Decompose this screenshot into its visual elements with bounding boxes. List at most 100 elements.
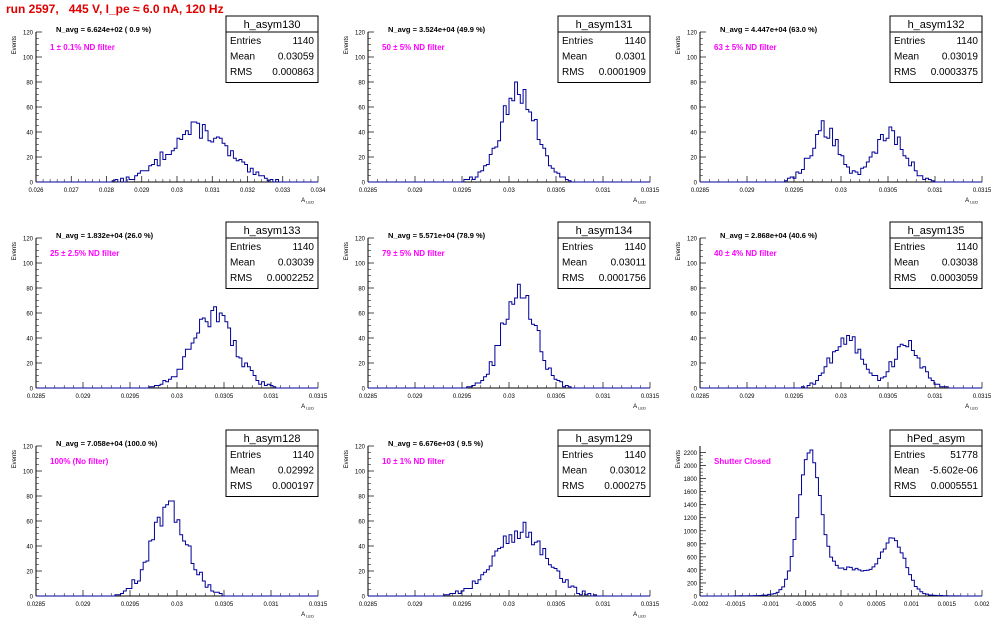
- y-tick-label: 80: [26, 81, 33, 87]
- stats-label: Entries: [894, 242, 925, 253]
- histogram-line: [700, 449, 982, 597]
- filter-label: Shutter Closed: [714, 457, 771, 466]
- x-tick-label: 0.03: [503, 394, 515, 400]
- x-tick-label: 0.001: [904, 602, 920, 608]
- histogram-panel-h_asym135: 0 20 40 60 80 100 120 0.0285 0.029 0.0295 0.03 0.03…: [676, 221, 992, 411]
- x-tick-label: 0.0315: [973, 188, 992, 194]
- y-tick-label: 20: [690, 156, 697, 162]
- stats-label: Entries: [230, 242, 261, 253]
- navg-label: N_avg = 3.524e+04 (49.9 %): [388, 25, 486, 34]
- stats-value: 51778: [950, 450, 978, 461]
- x-tick-label: 0.0295: [121, 602, 140, 608]
- x-tick-label: 0.0315: [309, 602, 328, 608]
- y-tick-label: 80: [358, 287, 365, 293]
- x-tick-label: 0.03: [171, 602, 183, 608]
- stats-value: 0.03038: [942, 258, 979, 269]
- x-tick-label: 0.0315: [641, 188, 660, 194]
- y-axis-label: Events: [12, 242, 18, 260]
- stats-value: 0.0003059: [931, 273, 979, 284]
- y-tick-label: 60: [690, 106, 697, 112]
- x-tick-label: 0.0295: [121, 394, 140, 400]
- x-tick-label: 0.029: [75, 602, 91, 608]
- stats-value: 0.0003375: [931, 67, 979, 78]
- y-tick-label: 0: [362, 595, 366, 601]
- x-tick-label: 0.0315: [641, 602, 660, 608]
- x-tick-label: -0.001: [762, 602, 780, 608]
- y-tick-label: 120: [23, 237, 34, 243]
- x-tick-label: 0.0305: [547, 394, 566, 400]
- y-tick-label: 1400: [684, 503, 698, 509]
- y-tick-label: 100: [23, 262, 34, 268]
- y-tick-label: 100: [687, 56, 698, 62]
- y-tick-label: 120: [355, 237, 366, 243]
- stats-box: [889, 31, 983, 83]
- x-tick-label: 0.0295: [453, 188, 472, 194]
- x-tick-label: 0.0305: [879, 188, 898, 194]
- y-tick-label: 800: [687, 542, 698, 548]
- y-axis-label: Events: [676, 450, 682, 468]
- stats-title: h_asym128: [244, 433, 301, 445]
- navg-label: N_avg = 6.676e+03 ( 9.5 %): [388, 439, 484, 448]
- stats-title: h_asym132: [908, 19, 965, 31]
- stats-value: 1140: [624, 450, 646, 461]
- y-tick-label: 600: [687, 555, 698, 561]
- filter-label: 25 ± 2.5% ND filter: [50, 249, 119, 258]
- stats-value: 1140: [292, 242, 314, 253]
- navg-label: N_avg = 7.058e+04 (100.0 %): [56, 439, 158, 448]
- x-axis-label: A LED: [633, 612, 646, 619]
- page-title: run 2597, 445 V, I_pe ≈ 6.0 nA, 120 Hz: [6, 2, 224, 16]
- y-tick-label: 20: [358, 156, 365, 162]
- y-tick-label: 400: [687, 568, 698, 574]
- y-tick-label: 60: [358, 106, 365, 112]
- stats-label: Mean: [230, 52, 255, 63]
- y-axis-label: Events: [12, 450, 18, 468]
- navg-label: N_avg = 6.624e+02 ( 0.9 %): [56, 25, 152, 34]
- stats-label: Mean: [562, 466, 587, 477]
- histogram-panel-h_asym131: 0 20 40 60 80 100 120 0.0285 0.029 0.0295 0.03 0.03…: [344, 15, 660, 205]
- x-tick-label: 0.0295: [785, 394, 804, 400]
- y-tick-label: 100: [23, 56, 34, 62]
- filter-label: 1 ± 0.1% ND filter: [50, 43, 115, 52]
- y-tick-label: 40: [358, 131, 365, 137]
- x-tick-label: 0.0295: [785, 188, 804, 194]
- x-tick-label: 0.0315: [973, 394, 992, 400]
- y-tick-label: 100: [355, 470, 366, 476]
- stats-title: h_asym130: [244, 19, 301, 31]
- x-axis-label: A LED: [301, 612, 314, 619]
- stats-title: hPed_asym: [907, 433, 965, 445]
- x-tick-label: 0.031: [927, 188, 943, 194]
- histogram-panel-h_asym128: 0 20 40 60 80 100 120 0.0285 0.029 0.0295 0.03 0.03…: [12, 429, 328, 619]
- y-tick-label: 60: [358, 312, 365, 318]
- y-tick-label: 40: [358, 337, 365, 343]
- y-tick-label: 40: [690, 337, 697, 343]
- y-axis-label: Events: [12, 36, 18, 54]
- histogram-line: [368, 521, 650, 597]
- x-tick-label: 0.0285: [359, 188, 378, 194]
- x-tick-label: 0.026: [28, 188, 44, 194]
- x-tick-label: 0.0005: [867, 602, 886, 608]
- x-tick-label: 0.029: [134, 188, 150, 194]
- x-tick-label: -0.002: [691, 602, 709, 608]
- stats-title: h_asym129: [576, 433, 633, 445]
- filter-label: 50 ± 5% ND filter: [382, 43, 445, 52]
- stats-box: [225, 237, 319, 289]
- stats-label: Entries: [894, 450, 925, 461]
- y-tick-label: 20: [26, 362, 33, 368]
- stats-box: [889, 237, 983, 289]
- x-tick-label: 0.029: [407, 394, 423, 400]
- x-tick-label: 0.002: [974, 602, 990, 608]
- x-tick-label: 0.0295: [453, 394, 472, 400]
- x-tick-label: 0.0285: [27, 602, 46, 608]
- stats-title: h_asym135: [908, 225, 965, 237]
- stats-value: 0.0001756: [599, 273, 647, 284]
- x-tick-label: -0.0005: [796, 602, 817, 608]
- stats-value: 0.03011: [611, 258, 647, 269]
- y-tick-label: 40: [358, 545, 365, 551]
- histogram-line: [368, 283, 650, 389]
- x-tick-label: 0.0305: [547, 602, 566, 608]
- y-tick-label: 1200: [684, 516, 698, 522]
- stats-label: Entries: [562, 36, 593, 47]
- stats-title: h_asym131: [576, 19, 633, 31]
- x-tick-label: 0.031: [263, 602, 279, 608]
- navg-label: N_avg = 2.868e+04 (40.6 %): [720, 231, 818, 240]
